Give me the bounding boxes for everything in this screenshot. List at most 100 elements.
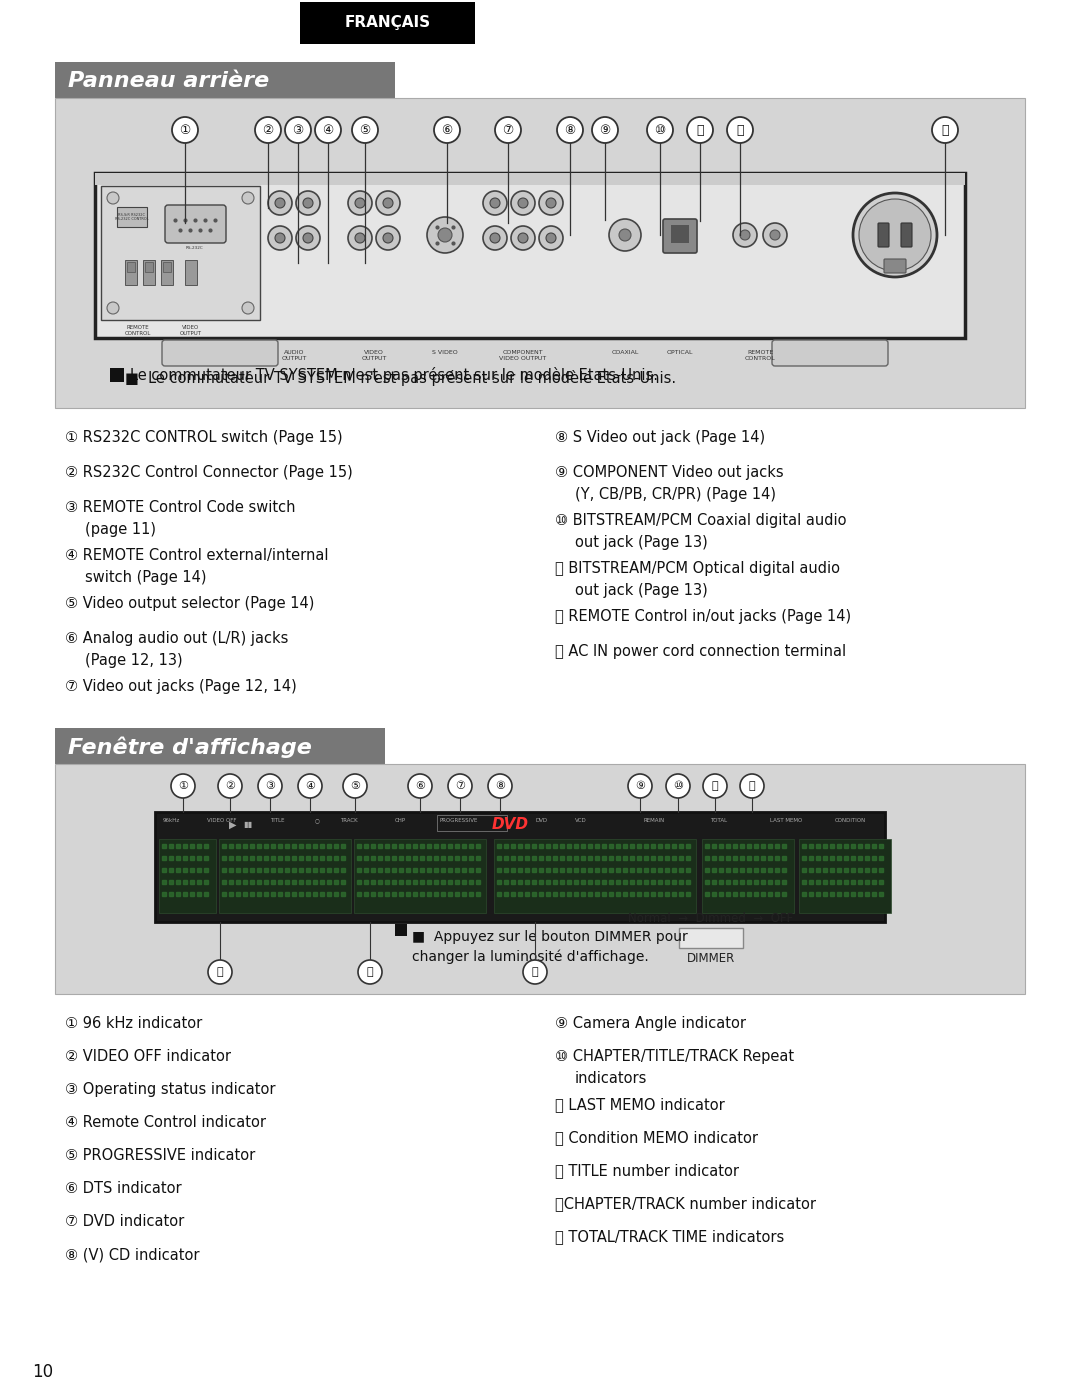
Circle shape — [932, 117, 958, 142]
Text: OPTICAL: OPTICAL — [666, 351, 693, 355]
Circle shape — [511, 191, 535, 215]
FancyBboxPatch shape — [663, 219, 697, 253]
FancyBboxPatch shape — [165, 205, 226, 243]
Text: ⑥ Analog audio out (L/R) jacks: ⑥ Analog audio out (L/R) jacks — [65, 631, 288, 645]
Text: ⑫ Condition MEMO indicator: ⑫ Condition MEMO indicator — [555, 1130, 758, 1146]
Circle shape — [355, 198, 365, 208]
FancyBboxPatch shape — [161, 260, 173, 285]
FancyBboxPatch shape — [55, 61, 395, 98]
Text: ④ Remote Control indicator: ④ Remote Control indicator — [65, 1115, 266, 1130]
Circle shape — [255, 117, 281, 142]
Text: ⑪ LAST MEMO indicator: ⑪ LAST MEMO indicator — [555, 1097, 725, 1112]
FancyBboxPatch shape — [354, 840, 486, 914]
Circle shape — [275, 233, 285, 243]
Circle shape — [376, 191, 400, 215]
Text: ▮▮: ▮▮ — [243, 820, 253, 828]
Circle shape — [627, 774, 652, 798]
Circle shape — [242, 191, 254, 204]
Circle shape — [107, 191, 119, 204]
Circle shape — [483, 191, 507, 215]
Text: (Page 12, 13): (Page 12, 13) — [85, 652, 183, 668]
Text: ⑪: ⑪ — [697, 123, 704, 137]
Circle shape — [703, 774, 727, 798]
Text: FRANÇAIS: FRANÇAIS — [345, 15, 431, 31]
Text: ⑩: ⑩ — [673, 781, 683, 791]
Text: TOTAL: TOTAL — [710, 819, 727, 823]
FancyBboxPatch shape — [143, 260, 156, 285]
Circle shape — [687, 117, 713, 142]
Circle shape — [434, 117, 460, 142]
Circle shape — [853, 193, 937, 277]
Circle shape — [619, 229, 631, 242]
Text: Panneau arrière: Panneau arrière — [68, 71, 269, 91]
Circle shape — [546, 198, 556, 208]
Text: REMAIN: REMAIN — [643, 819, 664, 823]
Text: VCD: VCD — [575, 819, 586, 823]
Circle shape — [218, 774, 242, 798]
FancyBboxPatch shape — [156, 812, 885, 922]
Text: VIDEO
OUTPUT: VIDEO OUTPUT — [180, 326, 202, 335]
Text: out jack (Page 13): out jack (Page 13) — [575, 583, 707, 598]
Circle shape — [343, 774, 367, 798]
Text: ⑦: ⑦ — [455, 781, 465, 791]
Text: ⑦ DVD indicator: ⑦ DVD indicator — [65, 1214, 185, 1229]
Text: Normal  →  Dimmed  →  OFF: Normal → Dimmed → OFF — [629, 912, 794, 925]
FancyBboxPatch shape — [219, 840, 351, 914]
Text: ⑪: ⑪ — [712, 781, 718, 791]
FancyBboxPatch shape — [102, 186, 260, 320]
Text: 96kHz: 96kHz — [163, 819, 180, 823]
Circle shape — [490, 198, 500, 208]
Text: (page 11): (page 11) — [85, 522, 156, 536]
Circle shape — [208, 960, 232, 983]
Text: indicators: indicators — [575, 1071, 647, 1085]
Text: ⑩: ⑩ — [654, 123, 665, 137]
Text: ③ Operating status indicator: ③ Operating status indicator — [65, 1083, 275, 1097]
Text: Le commutateur TV SYSTEM n'est pas présent sur le modèle Etats-Unis.: Le commutateur TV SYSTEM n'est pas prése… — [130, 367, 658, 383]
Circle shape — [296, 191, 320, 215]
Text: DVD: DVD — [535, 819, 548, 823]
FancyBboxPatch shape — [494, 840, 696, 914]
Circle shape — [303, 233, 313, 243]
Text: COAXIAL: COAXIAL — [611, 351, 638, 355]
FancyBboxPatch shape — [159, 840, 216, 914]
Text: ⑨: ⑨ — [635, 781, 645, 791]
Text: ⑥ DTS indicator: ⑥ DTS indicator — [65, 1180, 181, 1196]
Text: ○: ○ — [315, 819, 320, 823]
Text: ①: ① — [179, 123, 191, 137]
Circle shape — [518, 198, 528, 208]
Text: ⑤ Video output selector (Page 14): ⑤ Video output selector (Page 14) — [65, 597, 314, 610]
Text: DVD: DVD — [491, 817, 528, 833]
Circle shape — [296, 226, 320, 250]
FancyBboxPatch shape — [95, 173, 966, 338]
Text: ④: ④ — [322, 123, 334, 137]
Text: PROGRESSIVE: PROGRESSIVE — [440, 819, 478, 823]
FancyBboxPatch shape — [185, 260, 197, 285]
Text: ⑬ TITLE number indicator: ⑬ TITLE number indicator — [555, 1162, 739, 1178]
FancyBboxPatch shape — [162, 339, 278, 366]
FancyBboxPatch shape — [772, 339, 888, 366]
Circle shape — [383, 233, 393, 243]
FancyBboxPatch shape — [901, 224, 912, 247]
Text: ⑬: ⑬ — [942, 123, 948, 137]
Circle shape — [557, 117, 583, 142]
Circle shape — [275, 198, 285, 208]
Text: Fenêtre d'affichage: Fenêtre d'affichage — [68, 736, 312, 757]
Text: REMOTE
CONTROL: REMOTE CONTROL — [744, 351, 775, 360]
Circle shape — [348, 191, 372, 215]
Circle shape — [762, 224, 787, 247]
Circle shape — [511, 226, 535, 250]
Text: DIMMER: DIMMER — [687, 951, 735, 965]
FancyBboxPatch shape — [127, 263, 135, 272]
Text: ⑤ PROGRESSIVE indicator: ⑤ PROGRESSIVE indicator — [65, 1148, 255, 1162]
Circle shape — [352, 117, 378, 142]
Text: ⑧ S Video out jack (Page 14): ⑧ S Video out jack (Page 14) — [555, 430, 765, 446]
Text: RS-S/R RS232C
RS-232C CONTROL: RS-S/R RS232C RS-232C CONTROL — [116, 212, 149, 221]
Circle shape — [546, 233, 556, 243]
Text: CHP: CHP — [395, 819, 406, 823]
Circle shape — [859, 198, 931, 271]
FancyBboxPatch shape — [878, 224, 889, 247]
Text: CONDITION: CONDITION — [835, 819, 866, 823]
Text: ⑨: ⑨ — [599, 123, 610, 137]
Circle shape — [647, 117, 673, 142]
Circle shape — [427, 217, 463, 253]
